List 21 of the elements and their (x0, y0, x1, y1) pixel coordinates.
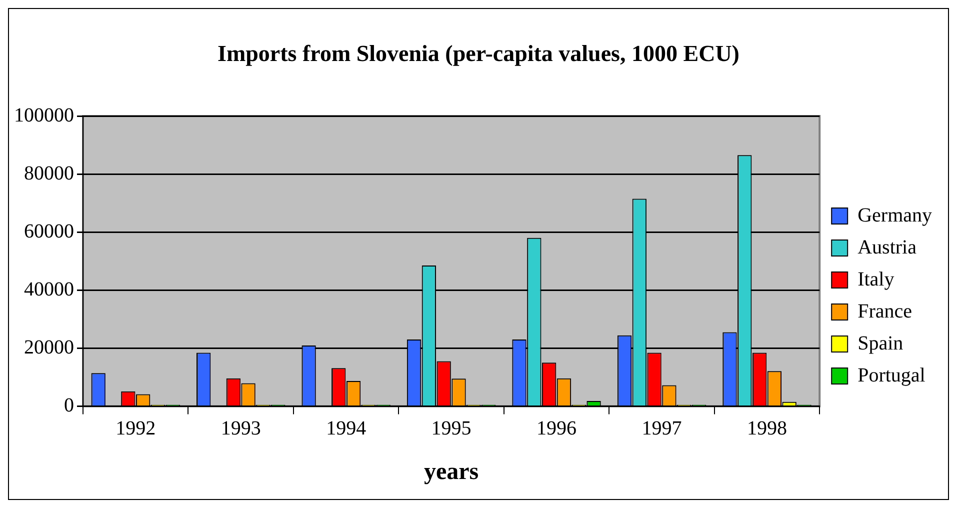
x-tick-label: 1994 (326, 417, 366, 440)
x-tick-label: 1995 (431, 417, 472, 440)
legend-label: Spain (858, 332, 904, 354)
legend-label: Italy (858, 268, 894, 290)
y-tick-label: 60000 (24, 220, 74, 242)
y-tick-label: 100000 (14, 104, 74, 126)
x-tick-label: 1996 (536, 417, 577, 440)
x-tick-label: 1992 (116, 417, 156, 440)
chart-title: Imports from Slovenia (per-capita values, 1000 ECU) (216, 41, 740, 68)
x-tick-label: 1997 (642, 417, 682, 440)
legend-label: France (858, 300, 912, 322)
legend-label: Portugal (858, 364, 926, 386)
x-axis-title: years (424, 458, 479, 485)
x-tick-label: 1993 (220, 417, 261, 440)
y-tick-label: 80000 (24, 162, 74, 184)
legend-label: Germany (858, 204, 932, 226)
legend-label: Austria (858, 236, 917, 258)
y-tick-label: 0 (64, 394, 74, 416)
y-tick-label: 20000 (24, 336, 74, 358)
y-tick-label: 40000 (24, 278, 74, 300)
x-tick-label: 1998 (746, 417, 787, 440)
